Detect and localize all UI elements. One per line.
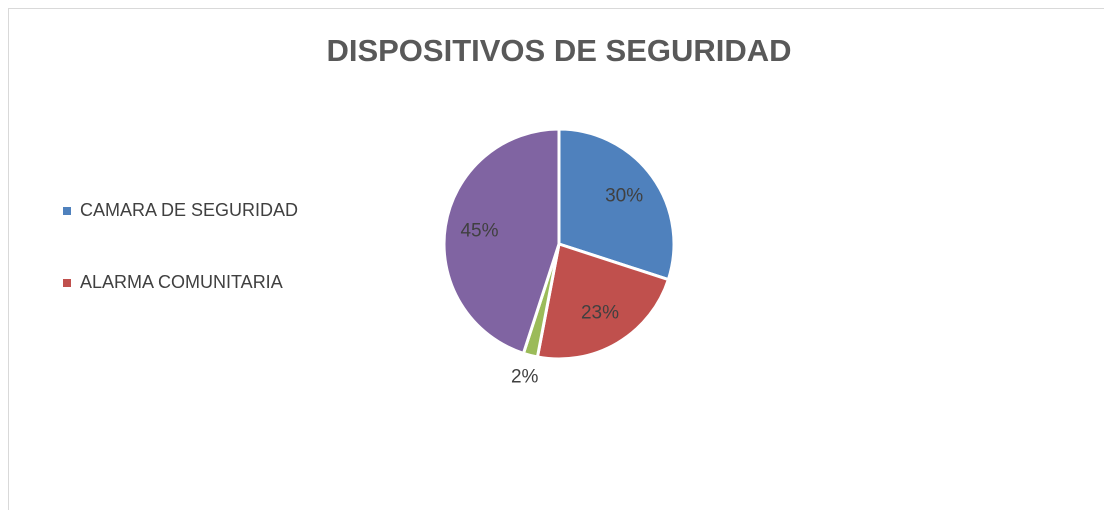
data-label: 2% — [511, 367, 539, 388]
data-label: 45% — [460, 220, 498, 241]
legend-label: ALARMA COMUNITARIA — [80, 272, 283, 292]
pie-slice — [557, 127, 676, 282]
chart-title: DISPOSITIVOS DE SEGURIDAD — [326, 33, 791, 68]
pie-slice — [535, 242, 671, 361]
data-label: 23% — [581, 302, 619, 323]
legend-swatch — [63, 279, 71, 287]
data-label: 30% — [605, 186, 643, 207]
pie-slice — [442, 127, 561, 356]
legend-label: CAMARA DE SEGURIDAD — [80, 200, 298, 220]
legend-swatch — [63, 207, 71, 215]
